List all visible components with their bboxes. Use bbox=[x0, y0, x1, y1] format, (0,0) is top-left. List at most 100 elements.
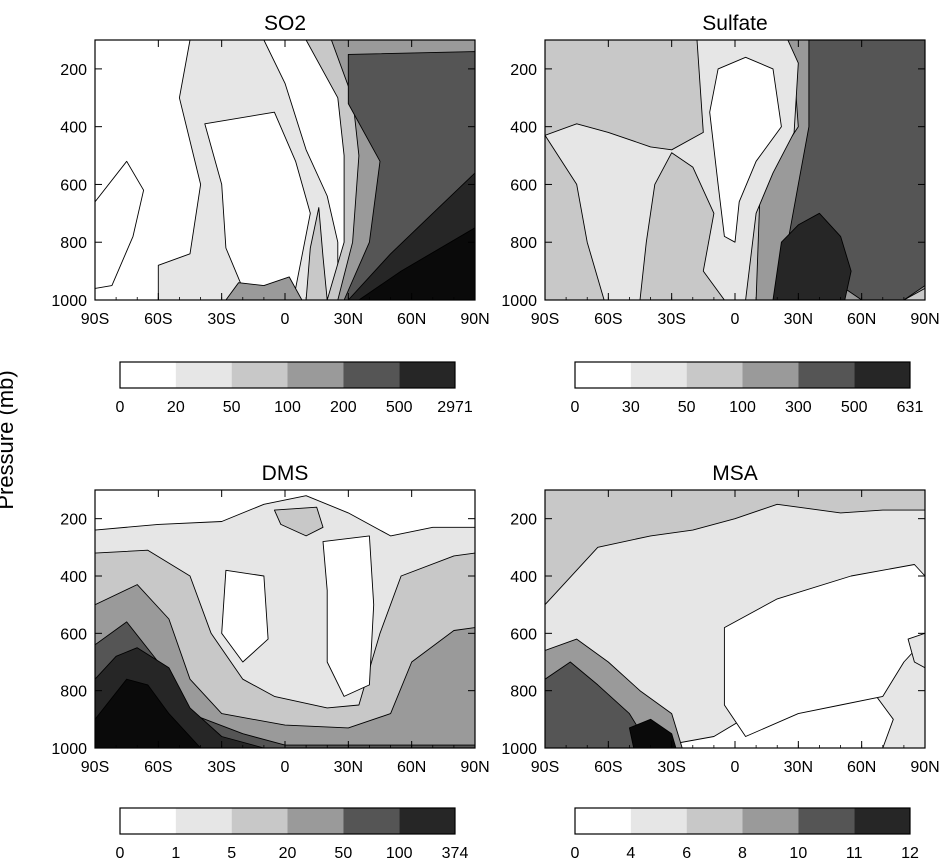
sulfate-colorbar-swatch-2 bbox=[686, 362, 743, 388]
sulfate-y-tick-label-4: 1000 bbox=[501, 293, 537, 310]
so2-x-tick-label-6: 90N bbox=[460, 311, 489, 328]
dms-x-tick-label-0: 90S bbox=[81, 759, 109, 776]
dms-contour-region-8 bbox=[322, 535, 375, 697]
msa-colorbar-swatch-3 bbox=[742, 808, 799, 834]
so2-colorbar-label-5: 500 bbox=[386, 399, 413, 416]
dms-colorbar-label-1: 1 bbox=[171, 845, 180, 861]
msa-x-tick-label-1: 60S bbox=[594, 759, 622, 776]
so2-y-tick-label-0: 200 bbox=[60, 62, 87, 79]
sulfate-colorbar-label-6: 631 bbox=[897, 399, 924, 416]
so2-colorbar-label-4: 200 bbox=[330, 399, 357, 416]
sulfate-contour-region-7 bbox=[903, 287, 925, 300]
so2-colorbar-swatch-1 bbox=[175, 362, 232, 388]
so2-y-tick-label-2: 600 bbox=[60, 177, 87, 194]
so2-colorbar-label-1: 20 bbox=[167, 399, 185, 416]
dms-contour-region-9 bbox=[273, 506, 324, 537]
so2-x-tick-label-5: 60N bbox=[397, 311, 426, 328]
sulfate-x-tick-label-4: 30N bbox=[784, 311, 813, 328]
dms-x-tick-label-1: 60S bbox=[144, 759, 172, 776]
sulfate-colorbar-label-5: 500 bbox=[841, 399, 868, 416]
so2-x-tick-label-2: 30S bbox=[207, 311, 235, 328]
dms-colorbar-label-4: 50 bbox=[334, 845, 352, 861]
so2-colorbar-swatch-5 bbox=[399, 362, 455, 388]
so2-contour-region-9 bbox=[305, 207, 328, 300]
dms-colorbar-label-5: 100 bbox=[386, 845, 413, 861]
sulfate-x-tick-label-2: 30S bbox=[657, 311, 685, 328]
sulfate-contour-region-6 bbox=[709, 56, 782, 243]
sulfate-x-tick-label-5: 60N bbox=[847, 311, 876, 328]
dms-colorbar-swatch-4 bbox=[343, 808, 400, 834]
dms-colorbar-label-3: 20 bbox=[279, 845, 297, 861]
panel-so2: 90S 60S 30S 0 30N 60N 90N 200 400 600 800 1000 0 20 50… bbox=[51, 39, 490, 416]
so2-colorbar-label-6: 2971 bbox=[437, 399, 473, 416]
panel-msa: 90S 60S 30S 0 30N 60N 90N 200 400 600 800 1000 0 4 6 8 1… bbox=[501, 489, 940, 861]
dms-colorbar-swatch-5 bbox=[399, 808, 455, 834]
so2-x-tick-label-3: 0 bbox=[281, 311, 290, 328]
dms-y-tick-label-4: 1000 bbox=[51, 741, 87, 758]
msa-contour-region-5 bbox=[545, 661, 652, 748]
msa-colorbar-swatch-5 bbox=[854, 808, 910, 834]
msa-colorbar-frame bbox=[574, 807, 911, 835]
msa-x-tick-label-0: 90S bbox=[531, 759, 559, 776]
so2-colorbar-swatch-4 bbox=[343, 362, 400, 388]
dms-x-tick-label-3: 0 bbox=[281, 759, 290, 776]
sulfate-y-tick-label-2: 600 bbox=[510, 177, 537, 194]
so2-colorbar-swatch-3 bbox=[287, 362, 344, 388]
dms-y-tick-label-0: 200 bbox=[60, 512, 87, 529]
msa-y-tick-label-4: 1000 bbox=[501, 741, 537, 758]
msa-colorbar-label-3: 8 bbox=[738, 845, 747, 861]
sulfate-y-tick-label-3: 800 bbox=[510, 235, 537, 252]
msa-x-tick-label-6: 90N bbox=[910, 759, 939, 776]
so2-contour-regions bbox=[95, 40, 475, 300]
so2-contour-region-7 bbox=[95, 160, 145, 289]
panel-title-sulfate: Sulfate bbox=[702, 12, 768, 35]
msa-x-tick-label-3: 0 bbox=[731, 759, 740, 776]
msa-colorbar-swatch-1 bbox=[630, 808, 687, 834]
dms-colorbar-label-6: 374 bbox=[442, 845, 469, 861]
sulfate-colorbar-swatch-0 bbox=[575, 362, 631, 388]
msa-y-tick-label-1: 400 bbox=[510, 569, 537, 586]
dms-contour-region-7 bbox=[221, 569, 269, 663]
dms-contour-regions bbox=[95, 490, 475, 748]
msa-colorbar-swatch-0 bbox=[575, 808, 631, 834]
so2-colorbar-swatch-2 bbox=[231, 362, 288, 388]
panel-dms: 90S 60S 30S 0 30N 60N 90N 200 400 600 800 1000 0 1 5 20… bbox=[51, 489, 490, 861]
dms-x-tick-label-4: 30N bbox=[334, 759, 363, 776]
msa-y-tick-label-2: 600 bbox=[510, 626, 537, 643]
panel-title-msa: MSA bbox=[712, 462, 758, 485]
panel-title-so2: SO2 bbox=[263, 12, 307, 35]
dms-colorbar-label-0: 0 bbox=[116, 845, 125, 861]
so2-colorbar-label-0: 0 bbox=[116, 399, 125, 416]
dms-contour-region-6 bbox=[95, 678, 202, 748]
sulfate-colorbar-frame bbox=[574, 361, 911, 389]
sulfate-colorbar-swatch-5 bbox=[854, 362, 910, 388]
msa-y-tick-label-0: 200 bbox=[510, 512, 537, 529]
dms-colorbar-frame bbox=[119, 807, 456, 835]
msa-y-tick-label-3: 800 bbox=[510, 684, 537, 701]
panel-sulfate: 90S 60S 30S 0 30N 60N 90N 200 400 600 800 1000 0 30 50… bbox=[501, 39, 940, 416]
msa-colorbar-label-1: 4 bbox=[626, 845, 635, 861]
msa-colorbar-swatch-4 bbox=[798, 808, 855, 834]
so2-y-tick-label-1: 400 bbox=[60, 120, 87, 137]
msa-contour-regions bbox=[545, 490, 925, 748]
sulfate-colorbar-label-3: 100 bbox=[729, 399, 756, 416]
sulfate-x-tick-label-1: 60S bbox=[594, 311, 622, 328]
msa-colorbar-label-6: 12 bbox=[901, 845, 919, 861]
dms-colorbar-label-2: 5 bbox=[227, 845, 236, 861]
dms-y-tick-label-3: 800 bbox=[60, 684, 87, 701]
dms-y-tick-label-2: 600 bbox=[60, 626, 87, 643]
sulfate-contour-region-3 bbox=[772, 212, 852, 300]
sulfate-colorbar-swatch-3 bbox=[742, 362, 799, 388]
sulfate-colorbar-swatch-4 bbox=[798, 362, 855, 388]
sulfate-x-tick-label-0: 90S bbox=[531, 311, 559, 328]
msa-contour-region-7 bbox=[907, 632, 925, 669]
msa-x-tick-label-4: 30N bbox=[784, 759, 813, 776]
msa-colorbar-swatch-2 bbox=[686, 808, 743, 834]
msa-colorbar-label-4: 10 bbox=[789, 845, 807, 861]
dms-colorbar-swatch-3 bbox=[287, 808, 344, 834]
msa-contour-region-6 bbox=[628, 718, 677, 748]
dms-colorbar-swatch-0 bbox=[120, 808, 176, 834]
so2-contour-region-5 bbox=[358, 227, 475, 300]
so2-x-tick-label-0: 90S bbox=[81, 311, 109, 328]
